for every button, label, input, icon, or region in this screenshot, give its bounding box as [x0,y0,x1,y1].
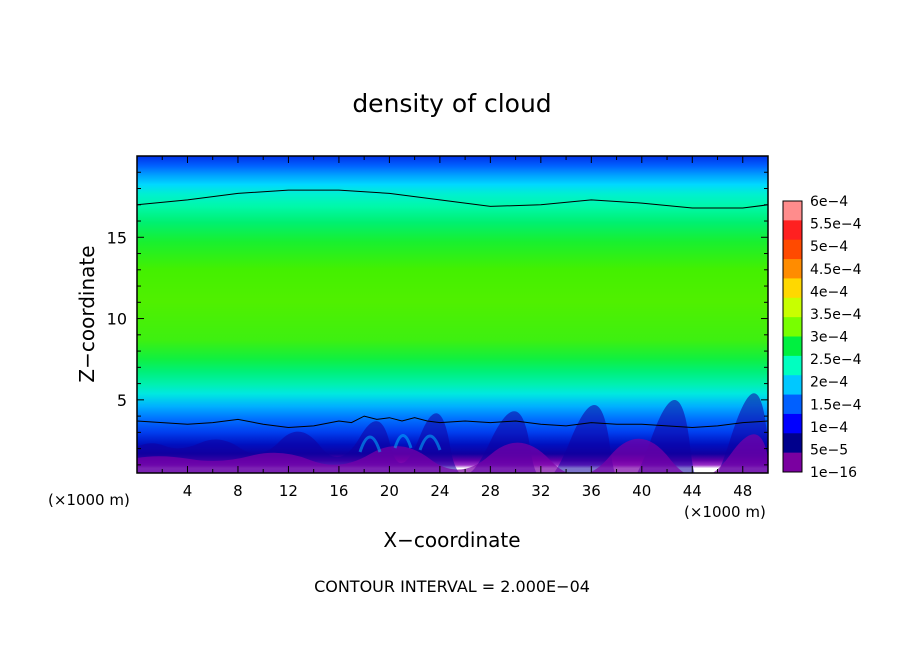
plot-area [136,155,769,474]
colorbar-swatch [783,220,802,241]
x-tick-label: 8 [233,482,243,500]
colorbar-swatch [783,259,802,279]
colorbar-swatch [783,317,802,337]
colorbar-swatch [783,355,802,376]
colorbar-swatch [783,375,802,396]
colorbar-label: 1.5e−4 [810,397,862,413]
plot-frame [136,155,769,474]
x-tick-label: 40 [632,482,651,500]
colorbar-label: 5e−5 [810,442,848,458]
colorbar-swatch [783,201,802,221]
x-tick-label: 20 [380,482,399,500]
x-tick-label: 36 [582,482,601,500]
colorbar-legend: 6e−4 5.5e−4 5e−4 4.5e−4 4e−4 3.5e−4 3e−4 2.5e−4… [782,194,862,481]
colorbar-label: 4e−4 [810,284,848,300]
colorbar-label: 5.5e−4 [810,217,862,233]
x-tick-label: 24 [430,482,449,500]
colorbar-label: 2e−4 [810,375,848,391]
x-tick-label: 4 [183,482,193,500]
y-tick-label: 5 [117,391,127,410]
contour-line-0 [137,189,768,209]
colorbar-swatch [783,413,802,434]
colorbar-swatch [783,433,802,454]
colorbar-swatch [783,297,802,318]
colorbar-label: 2.5e−4 [810,352,862,368]
x-tick-label: 16 [329,482,348,500]
colorbar-swatch [783,394,802,415]
y-tick-label: 10 [107,310,127,329]
chart-title: density of cloud [352,89,551,118]
colorbar-label: 1e−16 [810,465,857,481]
y-tick-label: 15 [107,228,127,247]
y-axis-unit: (×1000 m) [48,491,130,509]
x-axis: 4 8 12 16 20 24 28 32 36 40 44 48 [161,156,752,500]
x-tick-label: 28 [481,482,500,500]
x-axis-label: X−coordinate [383,528,520,552]
x-tick-label: 32 [531,482,550,500]
colorbar-label: 4.5e−4 [810,262,862,278]
contour-line-1 [137,415,768,429]
colorbar-label: 3e−4 [810,330,848,346]
colorbar-frame [782,200,803,473]
x-axis-unit: (×1000 m) [684,503,766,521]
y-axis: 5 10 15 [107,171,768,466]
colorbar-label: 6e−4 [810,194,848,210]
colorbar-swatch [783,239,802,260]
colorbar-swatch [783,336,802,357]
contour-lines [137,189,768,429]
colorbar-swatch [783,278,802,299]
y-axis-label: Z−coordinate [75,245,99,382]
x-tick-label: 44 [683,482,702,500]
colorbar-label: 3.5e−4 [810,307,862,323]
colorbar-label: 5e−4 [810,239,848,255]
contour-interval-note: CONTOUR INTERVAL = 2.000E−04 [314,577,590,596]
colorbar-swatch [783,452,802,473]
colorbar-label: 1e−4 [810,420,848,436]
surface-texture [137,393,768,473]
x-tick-label: 48 [733,482,752,500]
x-tick-label: 12 [279,482,298,500]
